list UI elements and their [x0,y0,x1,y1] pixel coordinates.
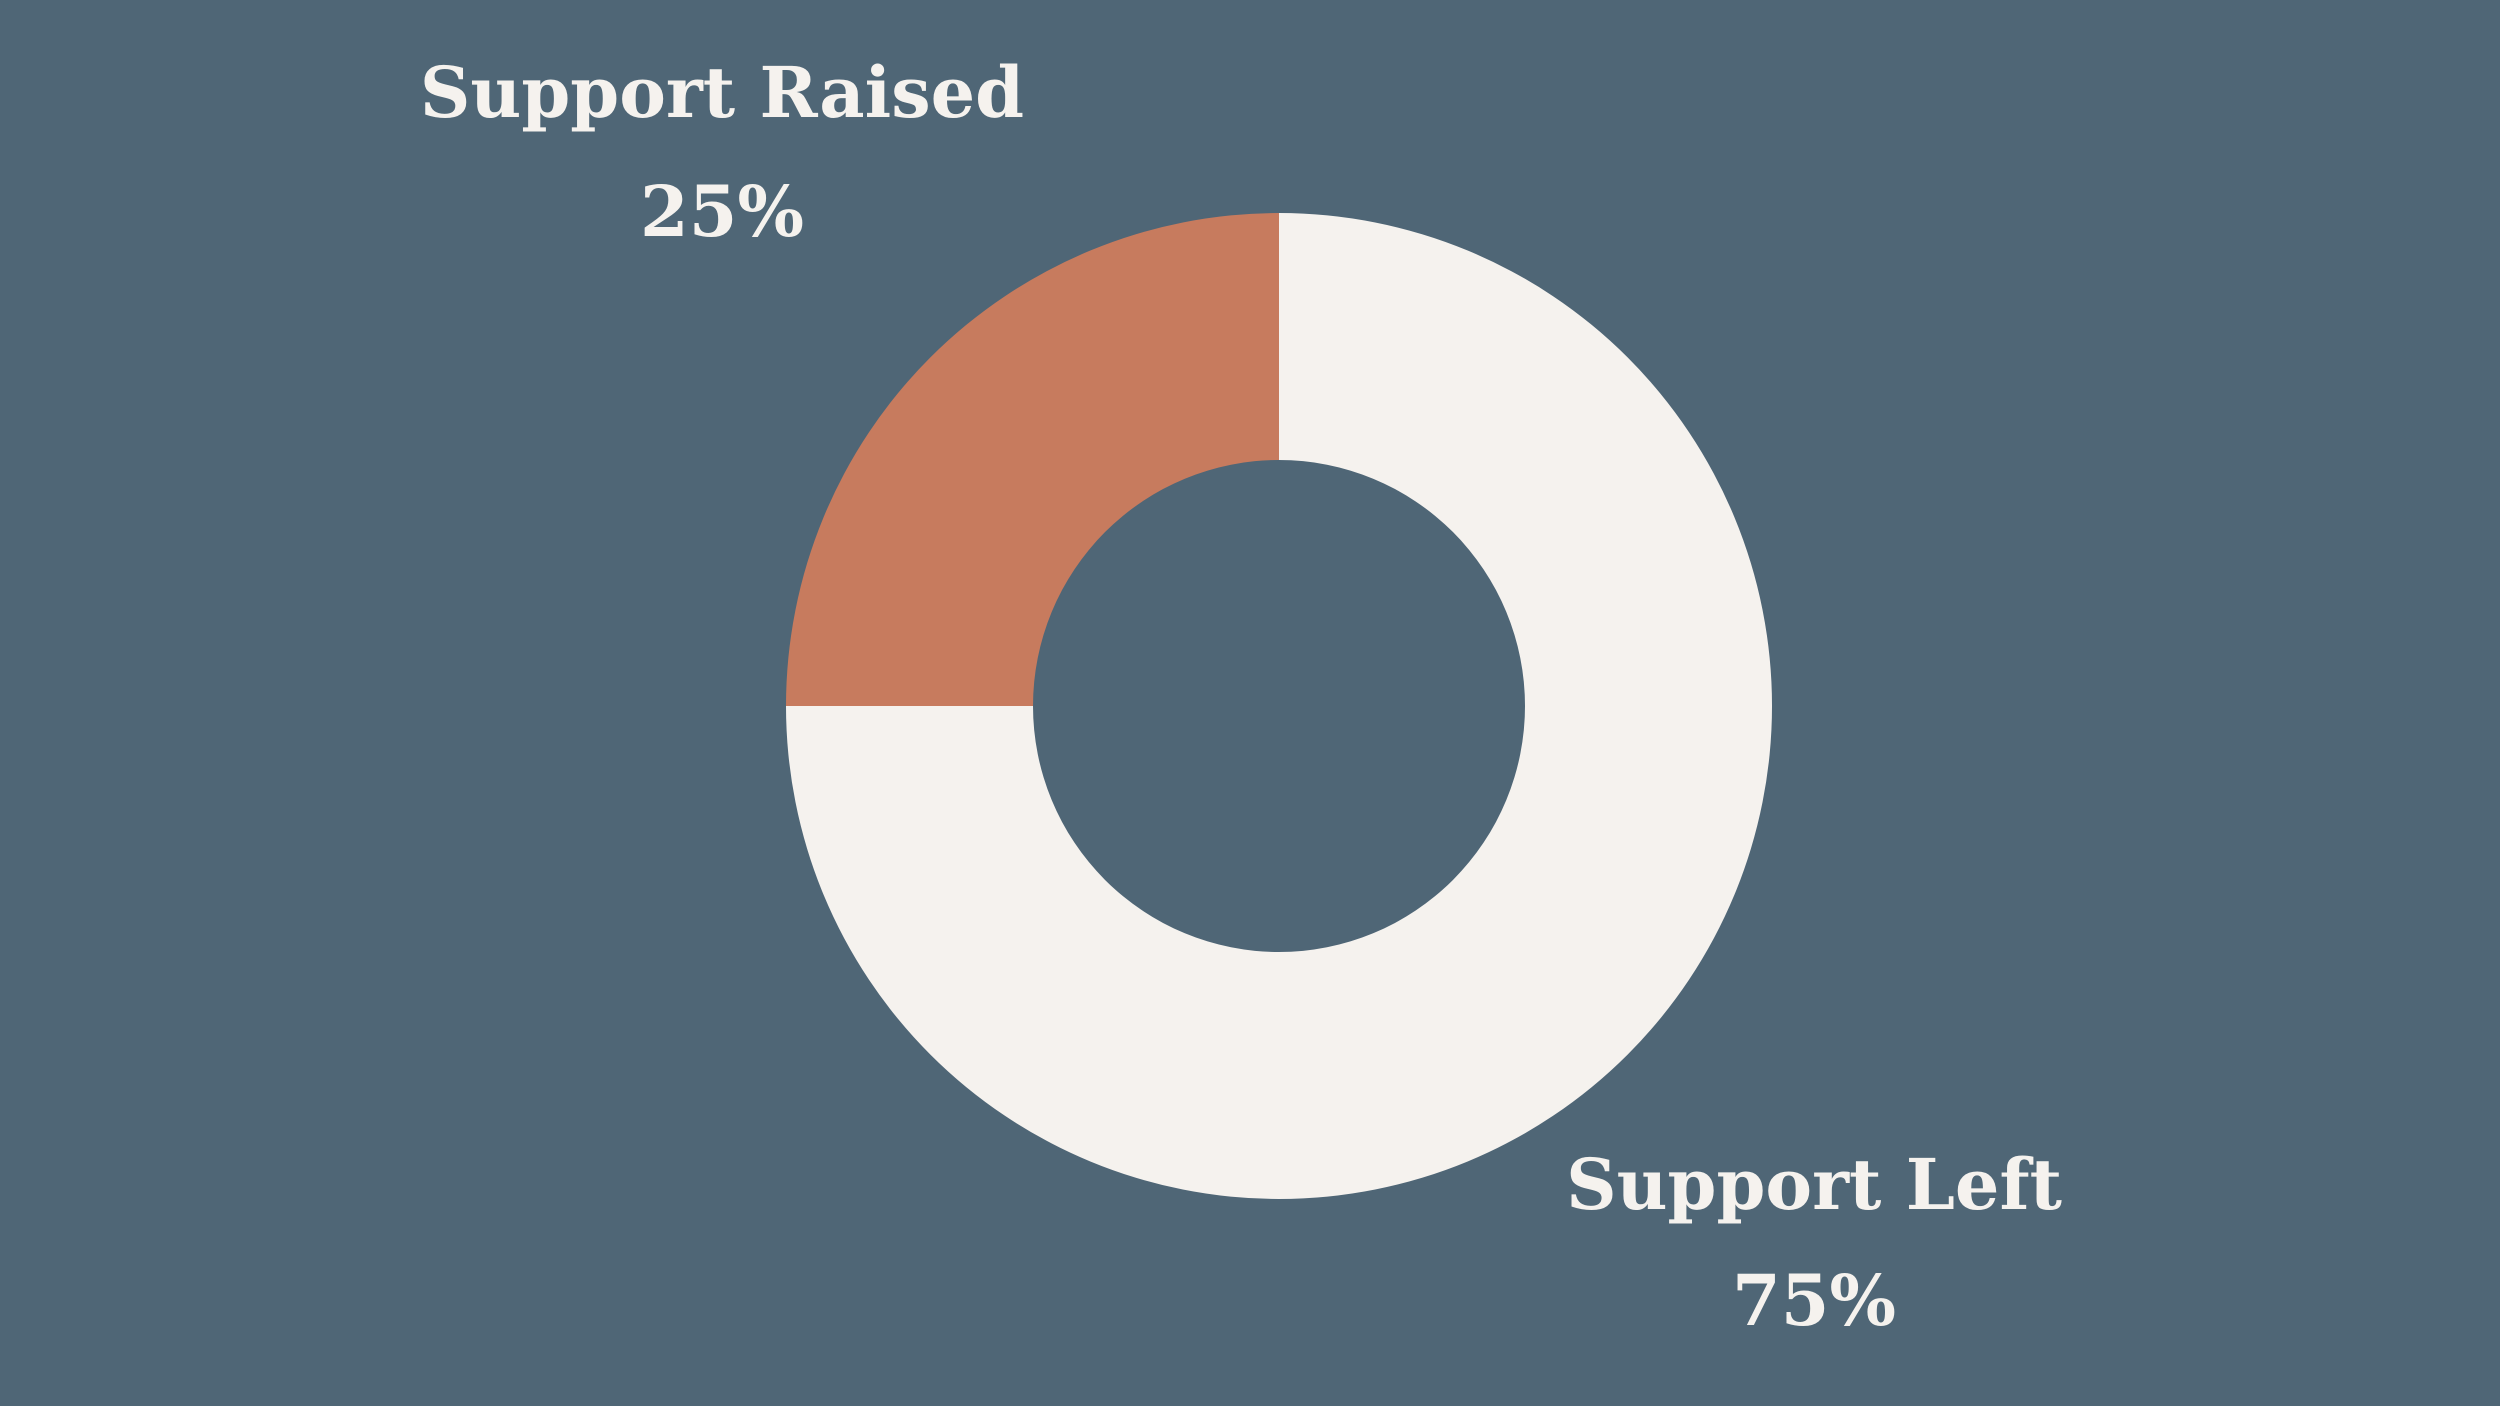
segment-label: Support Raised [420,51,1024,134]
segment-label: Support Left [1566,1143,2062,1226]
segment-value-label: 25% [640,170,804,253]
segment-value-label: 75% [1732,1259,1896,1342]
donut-segment [786,213,1772,1199]
donut-segment [786,213,1279,706]
